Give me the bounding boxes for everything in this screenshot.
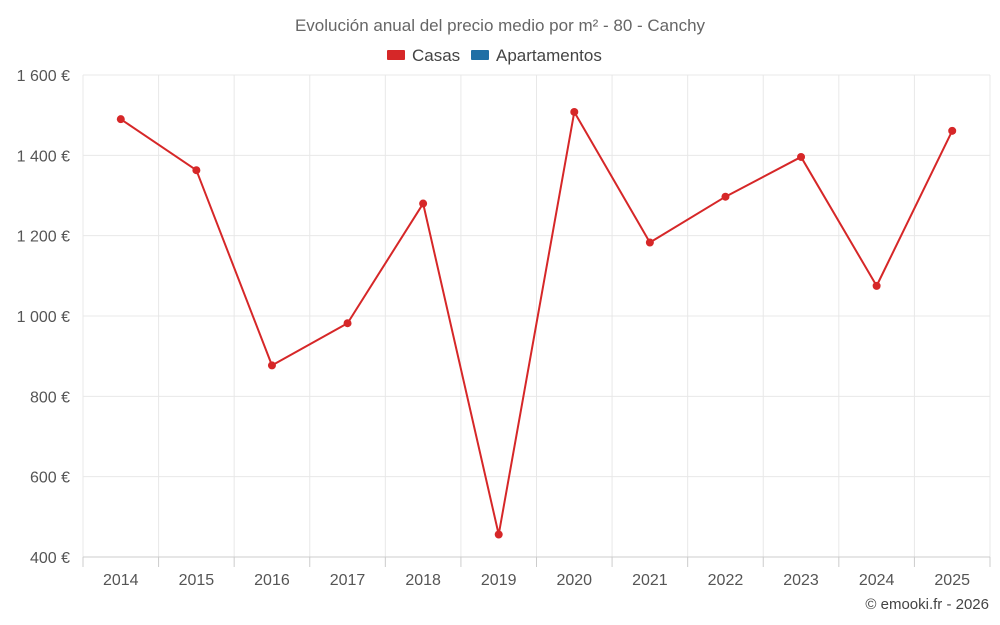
y-tick-label: 400 € [30, 550, 70, 567]
y-axis: 400 € 600 € 800 € 1 000 € 1 200 € 1 400 € 1 60… [17, 68, 70, 567]
data-point[interactable] [192, 166, 201, 175]
x-tick-label: 2015 [179, 572, 215, 589]
x-axis: 2014 2015 2016 2017 2018 2019 2020 2021 2022 2023… [103, 572, 970, 589]
data-point[interactable] [797, 152, 806, 161]
y-tick-label: 1 200 € [17, 229, 70, 246]
y-tick-label: 1 400 € [17, 148, 70, 165]
chart-title: Evolución anual del precio medio por m² … [295, 16, 706, 35]
data-point[interactable] [872, 281, 881, 290]
x-tick-label: 2021 [632, 572, 668, 589]
x-tick-label: 2022 [708, 572, 744, 589]
data-point[interactable] [267, 361, 276, 370]
x-tick-label: 2025 [934, 572, 970, 589]
data-point[interactable] [570, 107, 579, 116]
data-point[interactable] [721, 192, 730, 201]
data-point[interactable] [419, 199, 428, 208]
data-point[interactable] [494, 530, 503, 539]
legend: Casas Apartamentos [387, 46, 602, 65]
series-line-casas [120, 110, 954, 536]
data-point[interactable] [948, 126, 957, 135]
y-tick-label: 1 000 € [17, 309, 70, 326]
x-tick-label: 2020 [556, 572, 592, 589]
y-tick-label: 800 € [30, 389, 70, 406]
series-group [116, 107, 957, 539]
credit-text: © emooki.fr - 2026 [865, 596, 989, 613]
data-point[interactable] [645, 238, 654, 247]
data-point[interactable] [116, 115, 125, 124]
x-tick-label: 2018 [405, 572, 441, 589]
x-tick-label: 2016 [254, 572, 290, 589]
legend-label[interactable]: Apartamentos [496, 46, 602, 65]
y-tick-label: 1 600 € [17, 68, 70, 85]
data-point[interactable] [343, 319, 352, 328]
x-tick-label: 2017 [330, 572, 366, 589]
x-tick-label: 2024 [859, 572, 895, 589]
grid [82, 74, 991, 567]
y-tick-label: 600 € [30, 470, 70, 487]
legend-swatch-casas[interactable] [387, 50, 405, 60]
legend-swatch-apartamentos[interactable] [471, 50, 489, 60]
x-tick-label: 2014 [103, 572, 139, 589]
x-tick-label: 2023 [783, 572, 819, 589]
x-tick-label: 2019 [481, 572, 517, 589]
legend-label[interactable]: Casas [412, 46, 460, 65]
